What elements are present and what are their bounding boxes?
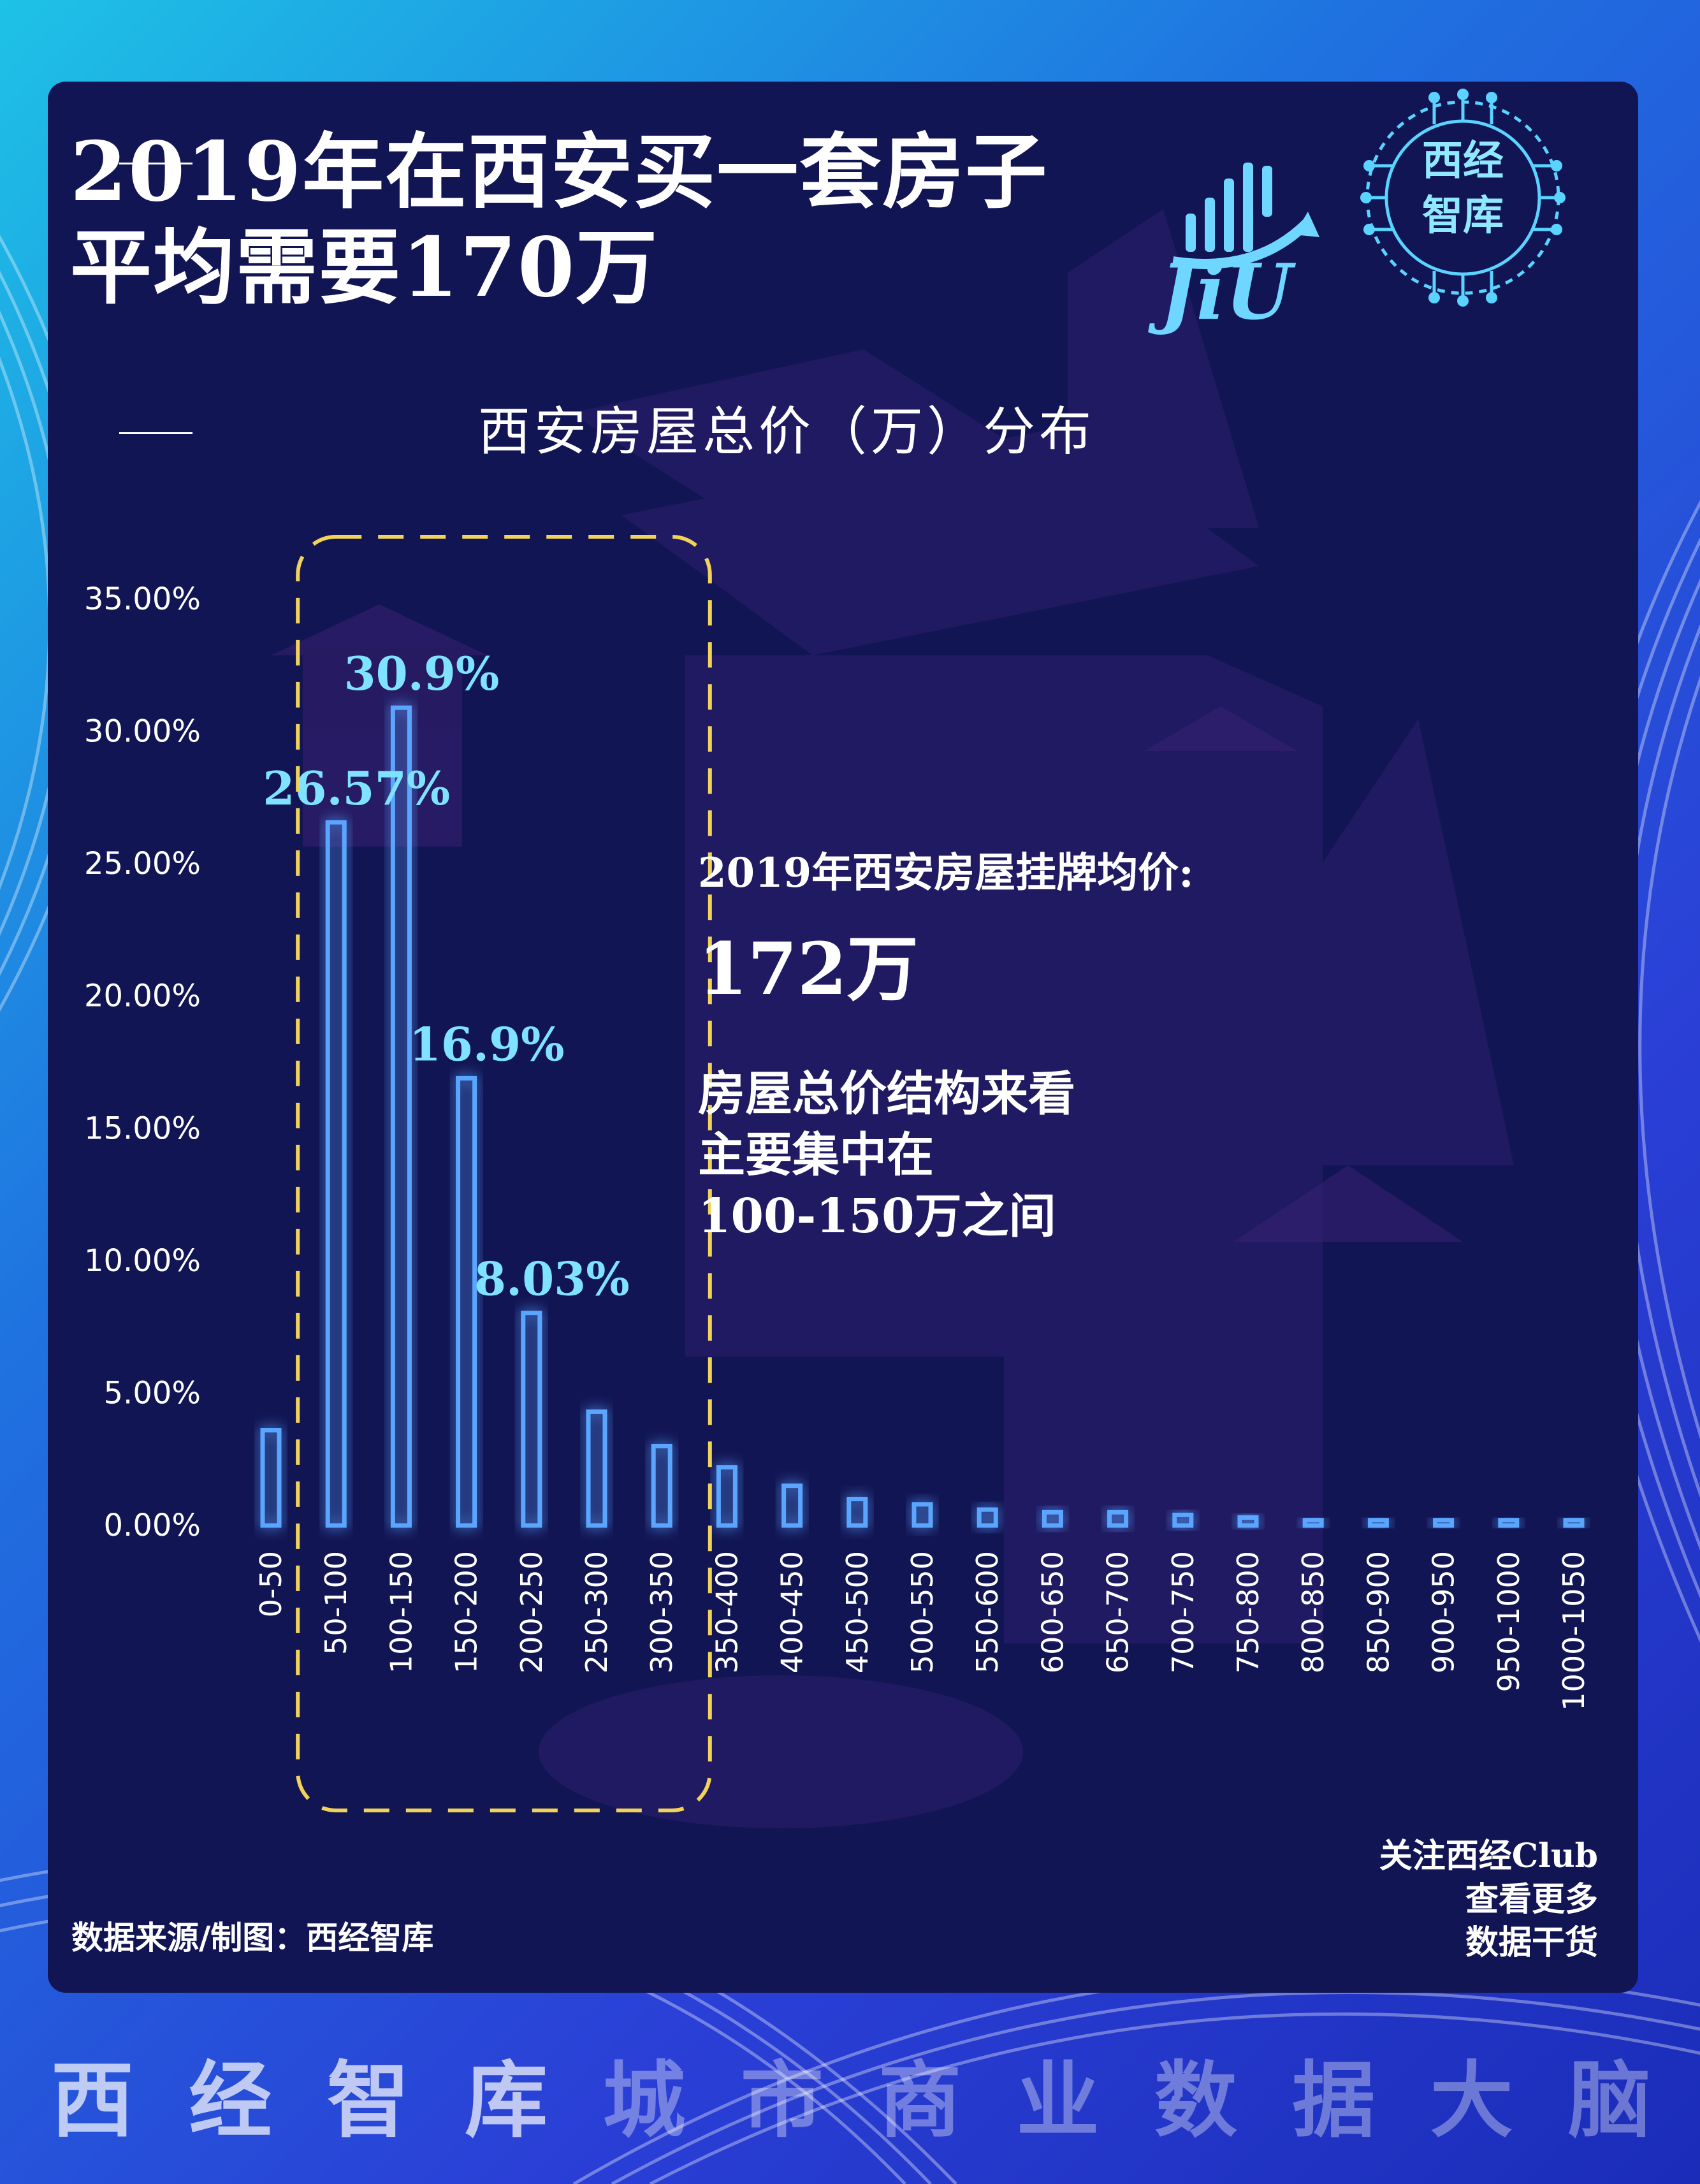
footer-char: 业 bbox=[1016, 2051, 1100, 2149]
title-line-2: 平均需要170万 bbox=[70, 220, 659, 316]
y-tick-label: 35.00% bbox=[84, 581, 201, 617]
page-title: 2019年在西安买一套房子 平均需要170万 bbox=[70, 124, 1090, 316]
bar-850-900 bbox=[1367, 1518, 1389, 1528]
y-tick-label: 25.00% bbox=[84, 846, 201, 882]
bar-550-600 bbox=[977, 1507, 998, 1528]
bar-1000-1050 bbox=[1563, 1518, 1585, 1528]
x-tick-label: 650-700 bbox=[1101, 1551, 1135, 1673]
follow-line-3: 数据干货 bbox=[1465, 1923, 1598, 1962]
jiu-logo: JiU bbox=[1148, 163, 1319, 337]
structure-note-line-1: 房屋总价结构来看 bbox=[698, 1067, 1075, 1121]
y-tick-label: 20.00% bbox=[84, 979, 201, 1014]
follow-line-1: 关注西经Club bbox=[1379, 1837, 1598, 1875]
footer-char: 市 bbox=[740, 2051, 824, 2149]
data-label: 30.9% bbox=[344, 646, 500, 701]
data-label: 16.9% bbox=[409, 1017, 565, 1071]
x-tick-label: 200-250 bbox=[514, 1551, 549, 1673]
bar-600-650 bbox=[1042, 1510, 1063, 1528]
bar-500-550 bbox=[912, 1502, 933, 1528]
bar-750-800 bbox=[1237, 1515, 1259, 1528]
avg-price-value: 172万 bbox=[698, 928, 919, 1011]
x-tick-label: 900-950 bbox=[1427, 1551, 1461, 1673]
bar-900-950 bbox=[1433, 1518, 1455, 1528]
x-tick-label: 950-1000 bbox=[1492, 1551, 1526, 1692]
bar-0-50 bbox=[260, 1428, 282, 1528]
bar-400-450 bbox=[781, 1483, 803, 1528]
bar-200-250 bbox=[521, 1311, 542, 1528]
y-tick-label: 5.00% bbox=[104, 1375, 201, 1411]
data-label: 26.57% bbox=[263, 761, 450, 815]
bar-450-500 bbox=[846, 1496, 868, 1528]
footer-char: 脑 bbox=[1567, 2051, 1651, 2149]
bar-650-700 bbox=[1107, 1510, 1129, 1528]
x-tick-label: 400-450 bbox=[775, 1551, 810, 1673]
footer-char: 据 bbox=[1292, 2051, 1376, 2149]
x-tick-label: 800-850 bbox=[1296, 1551, 1330, 1673]
footer-char: 西 bbox=[51, 2051, 134, 2149]
bar-50-100 bbox=[325, 820, 347, 1528]
structure-note: 房屋总价结构来看 主要集中在 100-150万之间 bbox=[698, 1063, 1075, 1247]
structure-note-line-3: 100-150万之间 bbox=[698, 1189, 1056, 1244]
bar-800-850 bbox=[1302, 1518, 1324, 1528]
x-tick-label: 150-200 bbox=[449, 1551, 484, 1673]
x-tick-label: 50-100 bbox=[319, 1551, 353, 1655]
footer-char: 大 bbox=[1430, 2051, 1513, 2149]
xijing-badge bbox=[1360, 89, 1566, 307]
data-source: 数据来源/制图：西经智库 bbox=[71, 1919, 434, 1956]
footer-char: 经 bbox=[189, 2051, 272, 2149]
badge-label: 西经 智库 bbox=[1364, 134, 1562, 244]
bar-300-350 bbox=[651, 1443, 672, 1528]
bar-950-1000 bbox=[1498, 1518, 1520, 1528]
svg-text:JiU: JiU bbox=[1148, 247, 1296, 337]
title-line-1: 2019年在西安买一套房子 bbox=[70, 124, 1049, 220]
footer-char: 智 bbox=[326, 2051, 410, 2149]
bar-150-200 bbox=[456, 1075, 477, 1528]
footer-char: 数 bbox=[1154, 2051, 1237, 2149]
x-tick-label: 850-900 bbox=[1361, 1551, 1395, 1673]
structure-note-line-2: 主要集中在 bbox=[698, 1128, 934, 1183]
data-label: 8.03% bbox=[474, 1252, 630, 1306]
badge-line-1: 西经 bbox=[1422, 137, 1504, 185]
bar-100-150 bbox=[390, 705, 412, 1528]
chart-title: 西安房屋总价（万）分布 bbox=[478, 402, 1096, 462]
badge-line-2: 智库 bbox=[1422, 192, 1504, 240]
footer-char: 库 bbox=[465, 2051, 548, 2149]
x-tick-label: 550-600 bbox=[970, 1551, 1005, 1673]
avg-price-label: 2019年西安房屋挂牌均价: bbox=[698, 849, 1194, 897]
x-tick-label: 600-650 bbox=[1035, 1551, 1070, 1673]
y-tick-label: 15.00% bbox=[84, 1110, 201, 1146]
x-tick-label: 350-400 bbox=[709, 1551, 744, 1673]
x-tick-label: 300-350 bbox=[644, 1551, 679, 1673]
bar-700-750 bbox=[1172, 1512, 1194, 1528]
x-tick-label: 750-800 bbox=[1231, 1551, 1265, 1673]
x-tick-label: 700-750 bbox=[1166, 1551, 1200, 1673]
title-rule-top bbox=[119, 163, 193, 164]
bar-350-400 bbox=[716, 1465, 737, 1528]
follow-note: 关注西经Club 查看更多 数据干货 bbox=[1379, 1835, 1598, 1965]
x-tick-label: 0-50 bbox=[254, 1551, 288, 1617]
title-rule-bottom bbox=[119, 432, 193, 434]
bar-250-300 bbox=[586, 1409, 607, 1528]
footer-char: 城 bbox=[602, 2051, 686, 2149]
x-tick-label: 1000-1050 bbox=[1557, 1551, 1591, 1711]
y-tick-label: 30.00% bbox=[84, 714, 201, 750]
x-tick-label: 100-150 bbox=[384, 1551, 418, 1673]
follow-line-2: 查看更多 bbox=[1465, 1880, 1598, 1919]
footer-char: 商 bbox=[878, 2051, 962, 2149]
highlight-box bbox=[296, 535, 712, 1812]
x-tick-label: 450-500 bbox=[840, 1551, 875, 1673]
x-tick-label: 500-550 bbox=[905, 1551, 940, 1673]
y-tick-label: 10.00% bbox=[84, 1243, 201, 1279]
x-tick-label: 250-300 bbox=[579, 1551, 614, 1673]
footer-banner: 西 经 智 库 城 市 商 业 数 据 大 脑 bbox=[51, 2034, 1651, 2153]
y-tick-label: 0.00% bbox=[104, 1508, 201, 1543]
